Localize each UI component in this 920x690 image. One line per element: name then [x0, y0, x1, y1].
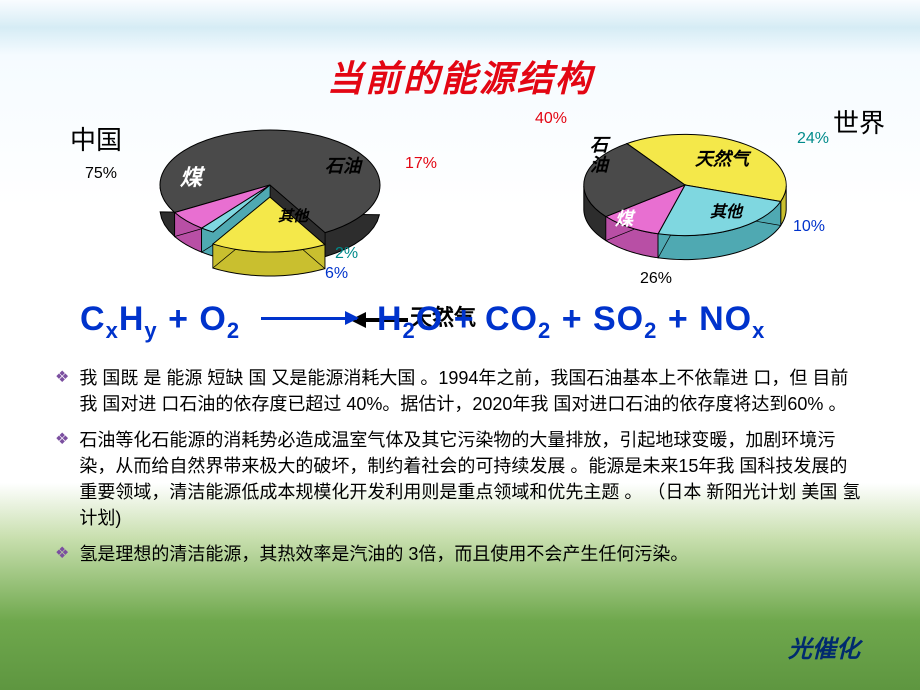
bullet-text: 石油等化石能源的消耗势必造成温室气体及其它污染物的大量排放，引起地球变暖，加剧环… — [79, 427, 865, 531]
bullet-text: 我 国既 是 能源 短缺 国 又是能源消耗大国 。1994年之前，我国石油基本上… — [79, 365, 865, 417]
f-o: O — [199, 300, 226, 338]
f-r0b: H — [377, 300, 403, 338]
cn-other-pct: 6% — [325, 265, 348, 283]
cn-coal-lbl: 煤 — [180, 160, 202, 192]
f-r2b: SO — [593, 300, 644, 338]
f-r1s: 2 — [538, 318, 551, 343]
wd-gas-pct: 24% — [797, 130, 829, 148]
cn-other-lbl: 其他 — [278, 205, 308, 226]
wd-coal-pct: 26% — [640, 270, 672, 288]
cn-oil-pct: 17% — [405, 155, 437, 173]
wd-oil-pct: 40% — [535, 110, 567, 128]
charts: 中国 世界 75% 17% 2% 6% 煤 石油 其他 天然气 40% 24% … — [0, 100, 920, 300]
label-world: 世界 — [833, 103, 885, 140]
label-china: 中国 — [70, 120, 122, 157]
china-pie-svg — [130, 110, 410, 290]
arrow-right-icon — [261, 317, 357, 320]
f-r3s: x — [752, 318, 765, 343]
f-cx: x — [106, 318, 119, 343]
bullet-item: ❖ 氢是理想的清洁能源，其热效率是汽油的 3倍，而且使用不会产生任何污染。 — [55, 541, 865, 567]
china-pie: 75% 17% 2% 6% 煤 石油 其他 — [130, 110, 410, 280]
f-r2s: 2 — [644, 318, 657, 343]
world-pie-svg — [545, 110, 825, 290]
diamond-icon: ❖ — [55, 365, 69, 417]
wd-other-pct: 10% — [793, 218, 825, 236]
bullet-text: 氢是理想的清洁能源，其热效率是汽油的 3倍，而且使用不会产生任何污染。 — [79, 541, 688, 567]
footer-label: 光催化 — [788, 629, 860, 664]
f-plus1: + — [158, 300, 200, 338]
f-o2: 2 — [227, 318, 240, 343]
world-pie: 40% 24% 10% 26% 石油 天然气 其他 煤 — [545, 110, 825, 280]
diamond-icon: ❖ — [55, 427, 69, 531]
slide: 当前的能源结构 中国 世界 75% 17% 2% 6% 煤 石油 其他 天然气 … — [0, 0, 920, 690]
bullet-list: ❖ 我 国既 是 能源 短缺 国 又是能源消耗大国 。1994年之前，我国石油基… — [55, 365, 865, 577]
wd-other-lbl: 其他 — [710, 198, 742, 222]
wd-coal-lbl: 煤 — [615, 205, 633, 231]
combustion-formula: CxHy + O2 H2O + CO2 + SO2 + NOx — [80, 300, 765, 344]
cn-oil-lbl: 石油 — [325, 152, 361, 178]
cn-gas-pct: 2% — [335, 245, 358, 263]
diamond-icon: ❖ — [55, 541, 69, 567]
wd-gas-lbl: 天然气 — [695, 145, 749, 171]
bullet-item: ❖ 石油等化石能源的消耗势必造成温室气体及其它污染物的大量排放，引起地球变暖，加… — [55, 427, 865, 531]
f-r3b: NO — [699, 300, 752, 338]
f-c: C — [80, 300, 106, 338]
f-h: H — [119, 300, 145, 338]
bullet-item: ❖ 我 国既 是 能源 短缺 国 又是能源消耗大国 。1994年之前，我国石油基… — [55, 365, 865, 417]
slide-title: 当前的能源结构 — [0, 0, 920, 102]
wd-oil-lbl: 石油 — [590, 135, 608, 175]
cn-coal-pct: 75% — [85, 165, 117, 183]
f-r0t: O — [416, 300, 443, 338]
f-r0s: 2 — [403, 318, 416, 343]
f-r1b: CO — [485, 300, 538, 338]
f-hy: y — [144, 318, 157, 343]
